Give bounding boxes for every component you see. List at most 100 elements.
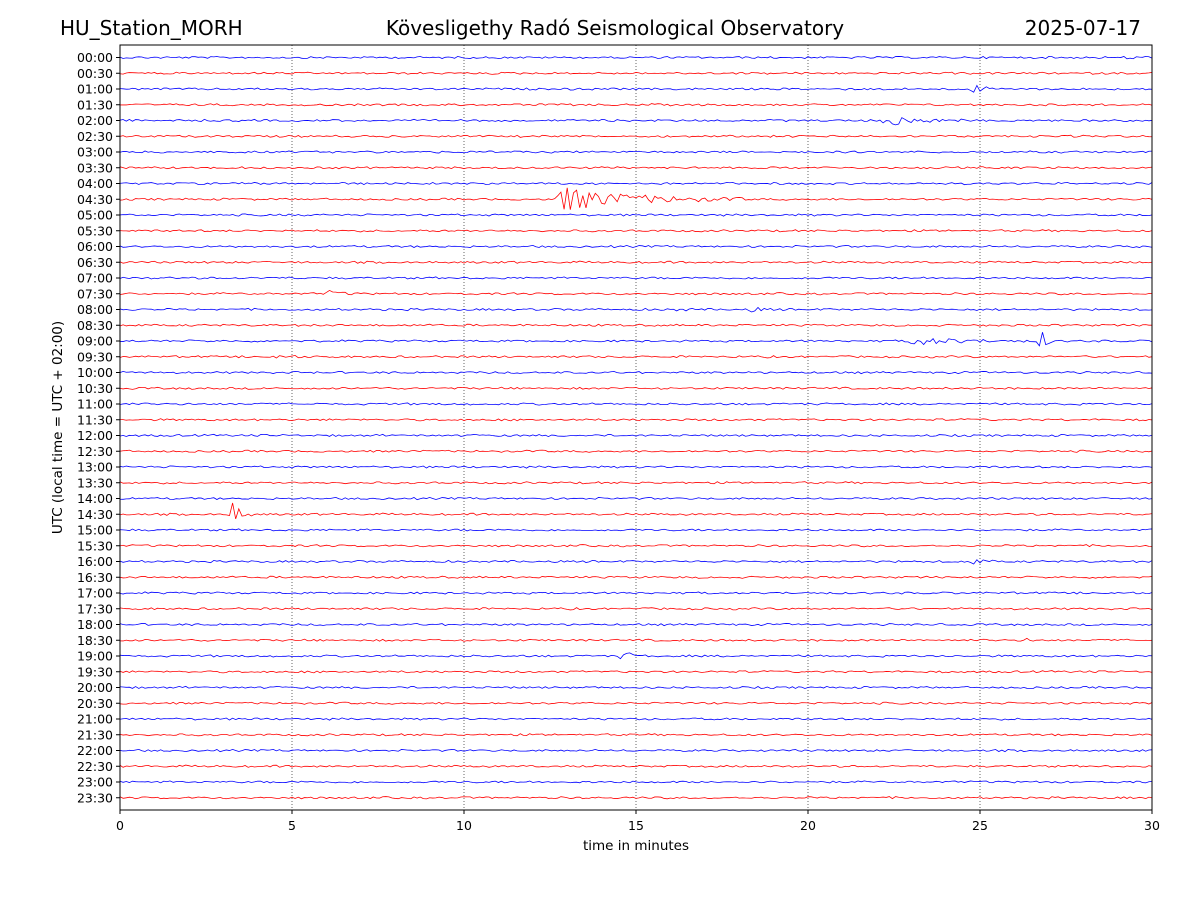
- y-tick-label: 11:30: [77, 412, 113, 427]
- trace-1430: [119, 502, 1153, 520]
- trace-1530: [119, 544, 1153, 548]
- y-tick-label: 20:30: [77, 696, 113, 711]
- y-tick-label: 04:00: [77, 176, 113, 191]
- trace-0300: [119, 150, 1153, 154]
- trace-0430: [119, 187, 1153, 210]
- chart-title: Kövesligethy Radó Seismological Observat…: [385, 16, 845, 40]
- y-tick-label: 03:00: [77, 145, 113, 160]
- trace-2330: [119, 796, 1153, 800]
- chart-date: 2025-07-17: [1024, 16, 1141, 40]
- trace-1100: [119, 402, 1153, 406]
- trace-1500: [119, 528, 1153, 532]
- y-tick-label: 15:00: [77, 523, 113, 538]
- y-tick-label: 10:00: [77, 365, 113, 380]
- trace-0630: [119, 260, 1153, 264]
- y-tick-label: 12:30: [77, 444, 113, 459]
- trace-0930: [119, 354, 1153, 359]
- trace-0530: [119, 229, 1153, 233]
- seismogram-traces: [119, 55, 1153, 800]
- x-tick-label: 30: [1144, 818, 1160, 833]
- trace-2300: [119, 780, 1153, 784]
- y-tick-label: 06:30: [77, 255, 113, 270]
- y-tick-label: 04:30: [77, 192, 113, 207]
- trace-0100: [119, 84, 1153, 93]
- trace-0230: [119, 134, 1153, 138]
- y-tick-label: 01:30: [77, 97, 113, 112]
- trace-0000: [119, 55, 1153, 60]
- trace-1000: [119, 371, 1153, 375]
- trace-2000: [119, 685, 1153, 690]
- trace-0600: [119, 244, 1153, 249]
- trace-2030: [119, 701, 1153, 705]
- y-tick-label: 09:00: [77, 334, 113, 349]
- y-tick-label: 00:00: [77, 50, 113, 65]
- trace-1200: [119, 433, 1153, 438]
- trace-2230: [119, 764, 1153, 768]
- x-tick-label: 10: [456, 818, 472, 833]
- trace-0400: [119, 181, 1153, 186]
- y-tick-label: 19:30: [77, 664, 113, 679]
- y-tick-label: 03:30: [77, 160, 113, 175]
- y-tick-label: 21:00: [77, 712, 113, 727]
- y-tick-label: 00:30: [77, 66, 113, 81]
- y-tick-label: 13:00: [77, 460, 113, 475]
- trace-1130: [119, 418, 1153, 422]
- trace-2200: [119, 748, 1153, 753]
- grid-lines: [291, 45, 981, 810]
- plot-frame: [119, 44, 1153, 811]
- y-tick-label: 16:00: [77, 554, 113, 569]
- y-axis-ticks: 00:0000:3001:0001:3002:0002:3003:0003:30…: [77, 50, 120, 805]
- y-tick-label: 06:00: [77, 239, 113, 254]
- x-tick-label: 20: [800, 818, 816, 833]
- y-tick-label: 17:30: [77, 601, 113, 616]
- trace-0800: [119, 306, 1153, 313]
- trace-1330: [119, 481, 1153, 485]
- y-tick-label: 15:30: [77, 538, 113, 553]
- x-tick-label: 15: [628, 818, 644, 833]
- trace-2130: [119, 733, 1153, 737]
- y-tick-label: 01:00: [77, 82, 113, 97]
- trace-0130: [119, 103, 1153, 107]
- y-tick-label: 11:00: [77, 397, 113, 412]
- x-tick-label: 0: [116, 818, 124, 833]
- y-tick-label: 10:30: [77, 381, 113, 396]
- y-tick-label: 23:00: [77, 775, 113, 790]
- trace-0030: [119, 71, 1153, 75]
- y-tick-label: 07:30: [77, 286, 113, 301]
- trace-1600: [119, 559, 1153, 565]
- trace-2100: [119, 717, 1153, 721]
- y-tick-label: 02:00: [77, 113, 113, 128]
- y-tick-label: 21:30: [77, 727, 113, 742]
- trace-1930: [119, 670, 1153, 674]
- x-axis-ticks: 0 5 10 15 20 25 30: [116, 810, 1160, 833]
- y-tick-label: 08:00: [77, 302, 113, 317]
- trace-0730: [119, 289, 1153, 296]
- trace-0330: [119, 166, 1153, 170]
- y-tick-label: 07:00: [77, 271, 113, 286]
- station-name: HU_Station_MORH: [60, 16, 243, 40]
- y-tick-label: 12:00: [77, 428, 113, 443]
- y-tick-label: 09:30: [77, 349, 113, 364]
- y-tick-label: 20:00: [77, 680, 113, 695]
- trace-1730: [119, 607, 1153, 611]
- y-tick-label: 05:30: [77, 223, 113, 238]
- trace-0900: [119, 332, 1153, 347]
- x-tick-label: 5: [288, 818, 296, 833]
- y-tick-label: 22:30: [77, 759, 113, 774]
- y-tick-label: 14:30: [77, 507, 113, 522]
- y-tick-label: 08:30: [77, 318, 113, 333]
- y-tick-label: 05:00: [77, 208, 113, 223]
- trace-1230: [119, 449, 1153, 453]
- trace-1030: [119, 386, 1153, 390]
- y-tick-label: 17:00: [77, 586, 113, 601]
- y-tick-label: 16:30: [77, 570, 113, 585]
- trace-1900: [119, 652, 1153, 660]
- x-tick-label: 25: [972, 818, 988, 833]
- y-tick-label: 23:30: [77, 790, 113, 805]
- trace-0700: [119, 276, 1153, 280]
- y-tick-label: 02:30: [77, 129, 113, 144]
- y-tick-label: 13:30: [77, 475, 113, 490]
- trace-1300: [119, 465, 1153, 469]
- y-tick-label: 14:00: [77, 491, 113, 506]
